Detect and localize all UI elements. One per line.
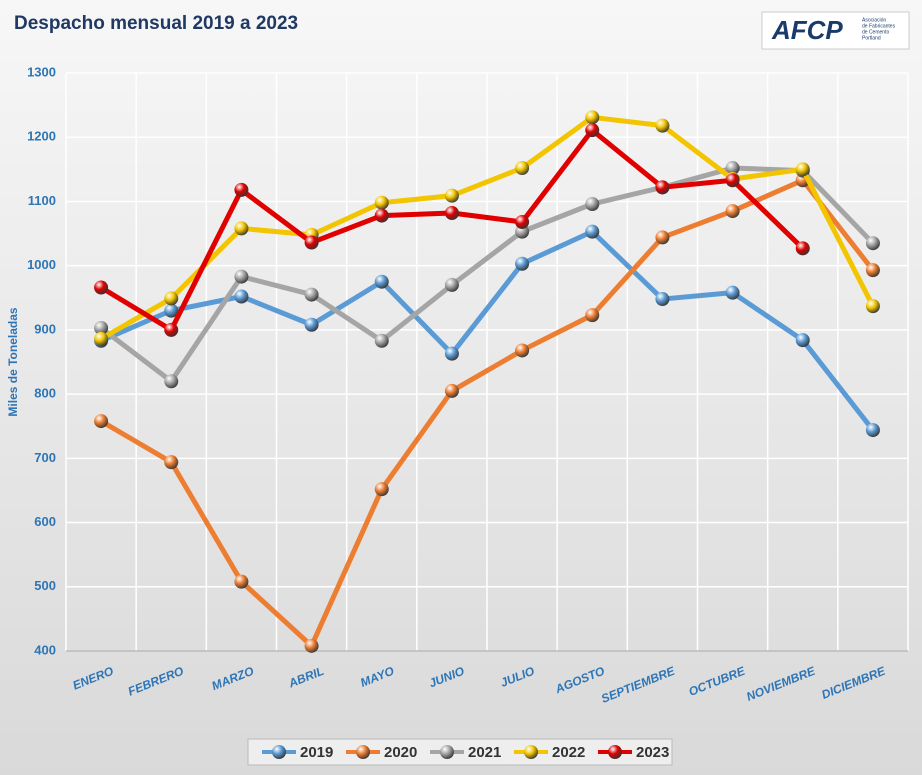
logo-box — [761, 11, 910, 50]
data-point — [164, 322, 179, 337]
data-point — [304, 638, 319, 653]
data-point — [374, 482, 389, 497]
data-point — [725, 173, 740, 188]
legend-label: 2022 — [552, 744, 585, 761]
data-point — [515, 343, 530, 358]
data-point — [374, 333, 389, 348]
data-point — [585, 224, 600, 239]
data-point — [444, 188, 459, 203]
y-axis-label: Miles de Toneladas — [6, 307, 20, 416]
logo-caption-line: Asociación — [862, 17, 886, 23]
data-point — [94, 320, 109, 335]
data-point — [795, 241, 810, 256]
y-tick-label: 1000 — [27, 257, 56, 272]
series-line — [100, 229, 875, 432]
data-point — [304, 317, 319, 332]
data-point — [164, 374, 179, 389]
logo-caption-line: Portland — [862, 35, 881, 41]
data-point — [164, 303, 179, 318]
data-point — [164, 291, 179, 306]
legend-label: 2021 — [468, 744, 501, 761]
legend-label: 2019 — [300, 744, 333, 761]
data-point — [374, 195, 389, 210]
data-point — [655, 118, 670, 133]
y-tick-label: 900 — [34, 321, 56, 336]
data-point — [515, 256, 530, 271]
data-point — [655, 180, 670, 195]
data-point — [234, 182, 249, 197]
data-point — [585, 110, 600, 125]
legend-marker — [440, 745, 454, 759]
data-point — [865, 423, 880, 438]
data-point — [234, 574, 249, 589]
data-point — [94, 414, 109, 429]
logo-caption-line: de Cemento — [862, 29, 889, 35]
series-line — [99, 114, 876, 342]
data-point — [234, 269, 249, 284]
data-point — [725, 285, 740, 300]
data-point — [94, 331, 109, 346]
data-point — [304, 287, 319, 302]
data-point — [234, 221, 249, 236]
data-point — [515, 161, 530, 176]
legend-marker — [608, 745, 622, 759]
data-point — [865, 236, 880, 251]
y-tick-label: 1200 — [27, 129, 56, 144]
data-point — [585, 123, 600, 138]
y-tick-label: 500 — [34, 578, 56, 593]
data-point — [304, 235, 319, 250]
y-tick-label: 800 — [34, 386, 56, 401]
data-point — [585, 197, 600, 212]
logo-caption: Asociación de Fabricantes de Cemento Por… — [862, 17, 896, 41]
data-point — [444, 346, 459, 361]
data-point — [444, 277, 459, 292]
data-point — [515, 214, 530, 229]
data-point — [94, 280, 109, 295]
y-tick-label: 600 — [34, 514, 56, 529]
data-point — [374, 208, 389, 223]
logo-caption-line: de Fabricantes — [862, 23, 896, 29]
data-point — [374, 274, 389, 289]
y-tick-label: 700 — [34, 450, 56, 465]
legend-label: 2023 — [636, 744, 669, 761]
legend-marker — [356, 745, 370, 759]
legend-marker — [524, 745, 538, 759]
data-point — [655, 230, 670, 245]
data-point — [164, 455, 179, 470]
data-point — [515, 224, 530, 239]
data-point — [865, 263, 880, 278]
series-line — [99, 165, 875, 384]
data-point — [655, 292, 670, 307]
data-point — [444, 206, 459, 221]
data-point — [795, 162, 810, 177]
data-point — [865, 299, 880, 314]
data-point — [725, 161, 740, 176]
data-point — [234, 289, 249, 304]
data-point — [444, 383, 459, 398]
y-tick-label: 1300 — [27, 64, 56, 79]
logo-text: AFCP — [771, 15, 843, 45]
chart-title: Despacho mensual 2019 a 2023 — [14, 13, 298, 34]
y-tick-label: 400 — [34, 642, 56, 657]
legend-marker — [272, 745, 286, 759]
series-line — [99, 177, 875, 649]
data-point — [725, 204, 740, 219]
data-point — [585, 308, 600, 323]
y-tick-label: 1100 — [28, 193, 56, 208]
data-point — [795, 333, 810, 348]
legend-label: 2020 — [384, 744, 417, 761]
